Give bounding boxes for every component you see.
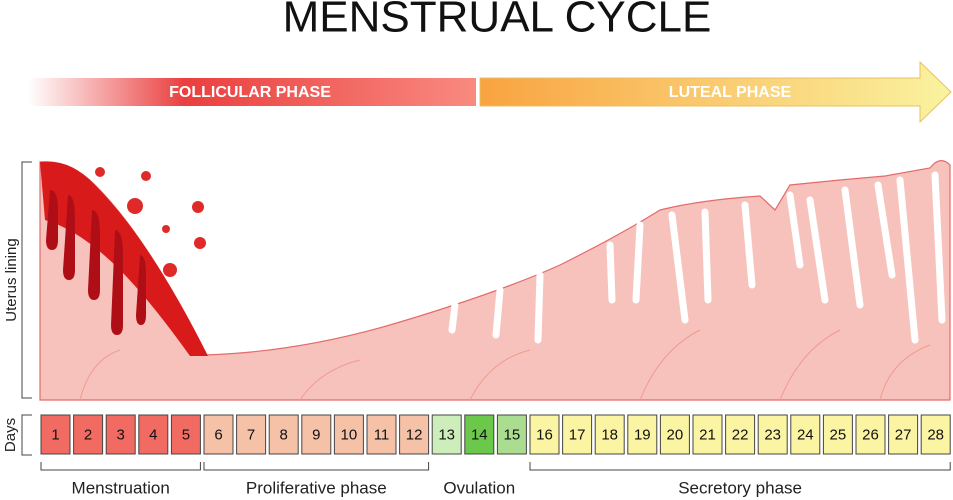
day-box (692, 414, 723, 455)
day-number: 16 (536, 426, 553, 443)
day-box (301, 414, 332, 455)
day-box (366, 414, 397, 455)
uterus-lining (39, 160, 951, 401)
day-number: 26 (862, 426, 879, 443)
day-number: 6 (214, 426, 222, 443)
day-box (659, 414, 690, 455)
group-label: Proliferative phase (246, 478, 387, 497)
day-number: 22 (732, 426, 749, 443)
day-number: 15 (504, 426, 521, 443)
lining-bracket (21, 161, 32, 399)
day-number: 9 (312, 426, 320, 443)
day-box (757, 414, 788, 455)
day-box (920, 414, 951, 455)
day-box (594, 414, 625, 455)
day-number: 8 (280, 426, 288, 443)
day-number: 24 (797, 426, 814, 443)
follicular-label: FOLLICULAR PHASE (169, 84, 331, 101)
day-box (529, 414, 560, 455)
day-box (399, 414, 430, 455)
group-bracket (40, 462, 201, 471)
day-number: 18 (601, 426, 618, 443)
day-box (236, 414, 267, 455)
day-number: 25 (830, 426, 847, 443)
day-box (562, 414, 593, 455)
day-number: 23 (764, 426, 781, 443)
day-box (431, 414, 462, 455)
day-box (888, 414, 919, 455)
luteal-label: LUTEAL PHASE (669, 84, 792, 101)
day-number: 10 (341, 426, 358, 443)
day-number: 5 (182, 426, 190, 443)
group-bracket (529, 462, 951, 471)
day-box (496, 414, 527, 455)
day-box (855, 414, 886, 455)
lining-label: Uterus lining (3, 238, 20, 321)
day-number: 3 (117, 426, 125, 443)
day-number: 4 (149, 426, 157, 443)
day-box (170, 414, 201, 455)
day-number: 20 (667, 426, 684, 443)
day-box (333, 414, 364, 455)
day-number: 14 (471, 426, 488, 443)
day-box (73, 414, 104, 455)
title: MENSTRUAL CYCLE (283, 0, 712, 42)
luteal-arrow (479, 60, 952, 124)
day-box (138, 414, 169, 455)
day-number: 27 (895, 426, 912, 443)
day-box (203, 414, 234, 455)
day-box (105, 414, 136, 455)
day-box (40, 414, 71, 455)
day-box (822, 414, 853, 455)
day-number: 1 (51, 426, 59, 443)
follicular-bar (28, 78, 476, 106)
day-number: 13 (438, 426, 455, 443)
day-number: 2 (84, 426, 92, 443)
day-box (268, 414, 299, 455)
days-bracket (21, 414, 32, 456)
group-label: Menstruation (72, 478, 170, 497)
group-bracket (203, 462, 430, 471)
day-number: 11 (374, 426, 390, 443)
days-label: Days (2, 418, 19, 452)
day-box (790, 414, 821, 455)
day-box (627, 414, 658, 455)
group-label: Secretory phase (678, 478, 802, 497)
day-number: 17 (569, 426, 586, 443)
group-label: Ovulation (443, 478, 515, 497)
day-number: 19 (634, 426, 651, 443)
day-box (464, 414, 495, 455)
day-number: 28 (927, 426, 944, 443)
day-box (725, 414, 756, 455)
day-number: 21 (699, 426, 716, 443)
day-number: 7 (247, 426, 255, 443)
day-number: 12 (406, 426, 423, 443)
